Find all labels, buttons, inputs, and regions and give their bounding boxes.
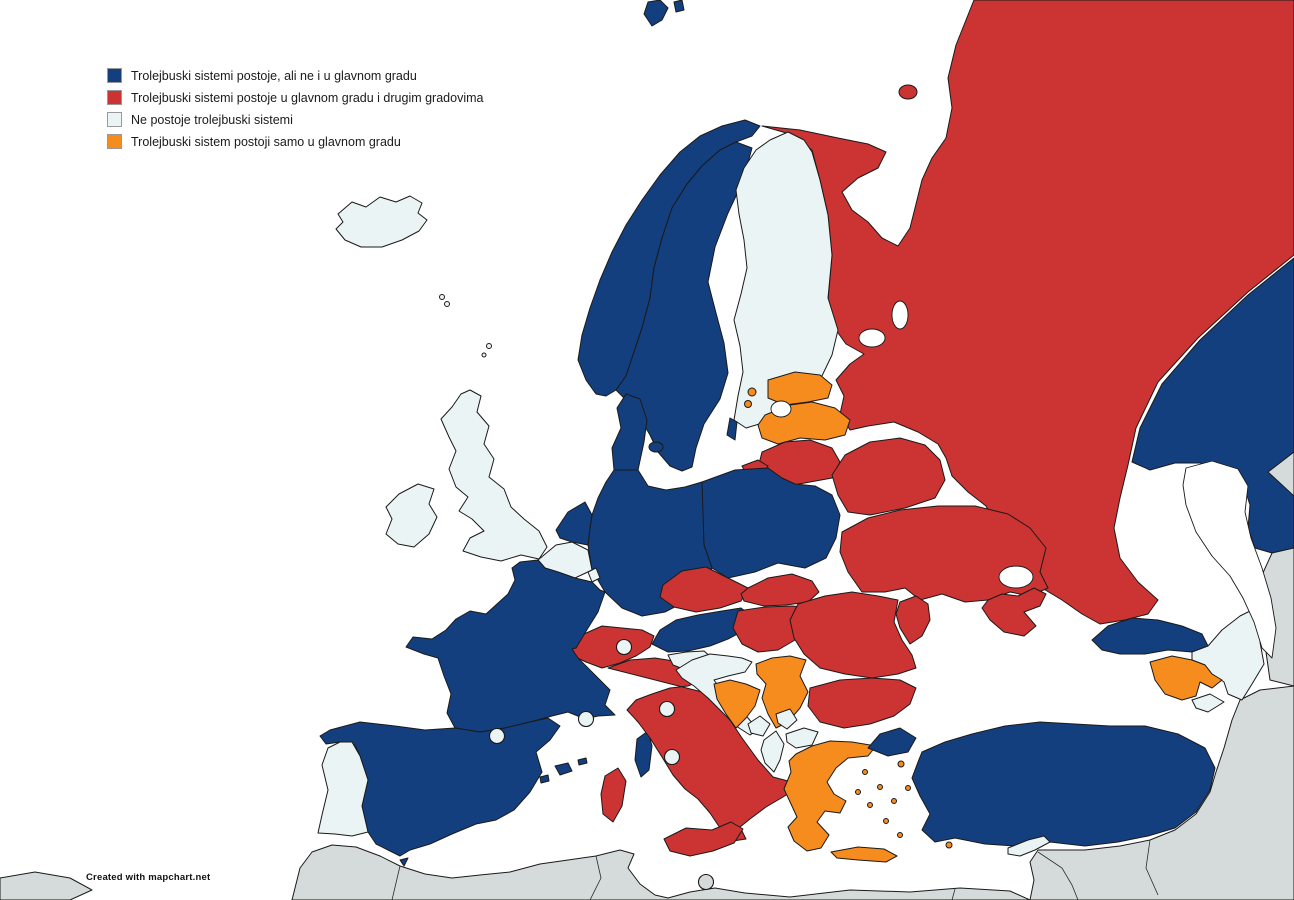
country-north-africa[interactable] [291, 844, 1031, 900]
country-bulgaria[interactable] [807, 677, 917, 729]
attribution: Created with mapchart.net [86, 872, 211, 883]
estonia-islands[interactable] [747, 387, 757, 397]
country-romania[interactable] [789, 591, 917, 679]
country-netherlands[interactable] [555, 501, 593, 546]
country-sardinia[interactable] [600, 767, 627, 823]
microstate-san-marino[interactable] [658, 700, 676, 718]
country-iceland[interactable] [335, 195, 428, 248]
country-luxembourg[interactable] [587, 567, 601, 583]
country-north-macedonia[interactable] [785, 727, 819, 749]
country-albania[interactable] [760, 730, 785, 773]
country-uzbekistan[interactable] [1267, 451, 1294, 497]
region-crimea[interactable] [981, 587, 1047, 637]
caspian-sea [1182, 460, 1277, 659]
country-bosnia[interactable] [713, 679, 761, 729]
country-ukraine[interactable] [839, 505, 1049, 603]
aegean-island[interactable] [877, 784, 883, 790]
map-legend: Trolejbuski sistemi postoje, ali ne i u … [107, 68, 483, 156]
sea-of-azov [998, 565, 1034, 589]
country-kosovo[interactable] [775, 708, 798, 730]
aegean-island[interactable] [883, 818, 889, 824]
aegean-islands [855, 760, 953, 849]
country-switzerland[interactable] [571, 625, 655, 669]
country-portugal[interactable] [317, 741, 369, 837]
aegean-island[interactable] [862, 769, 868, 775]
country-sweden[interactable] [615, 141, 753, 472]
legend-swatch-red [107, 90, 122, 105]
microstate-vatican[interactable] [663, 748, 681, 766]
country-middle-east[interactable] [1029, 685, 1294, 900]
country-czechia[interactable] [659, 566, 749, 613]
country-kazakhstan[interactable] [1131, 257, 1294, 554]
legend-label: Trolejbuski sistemi postoje, ali ne i u … [131, 68, 417, 83]
microstate-malta[interactable] [697, 873, 715, 891]
country-kolguyev-island[interactable] [898, 84, 918, 100]
country-crete[interactable] [830, 846, 898, 863]
aegean-island-rhodes[interactable] [945, 841, 953, 849]
country-danish-islands[interactable] [648, 441, 664, 453]
faroe-islands[interactable] [439, 294, 445, 300]
microstate-monaco[interactable] [577, 710, 595, 728]
gulf-of-riga [770, 400, 792, 418]
legend-swatch-orange [107, 134, 122, 149]
legend-label: Ne postoje trolejbuski sistemi [131, 112, 293, 127]
aegean-island[interactable] [897, 760, 905, 768]
legend-item-exists-capital-other[interactable]: Trolejbuski sistemi postoje u glavnom gr… [107, 90, 483, 105]
country-estonia[interactable] [767, 371, 833, 406]
legend-swatch-blue [107, 68, 122, 83]
legend-label: Trolejbuski sistemi postoje u glavnom gr… [131, 90, 484, 105]
country-russia[interactable] [761, 0, 1294, 625]
shetland-islands2[interactable] [481, 352, 487, 358]
faroe-islands2[interactable] [444, 301, 450, 307]
country-greece[interactable] [783, 740, 877, 852]
country-georgia[interactable] [1091, 617, 1209, 655]
country-united-kingdom[interactable] [440, 389, 548, 562]
country-nakhchivan[interactable] [1191, 693, 1225, 713]
lake-onega [891, 300, 909, 330]
country-moldova[interactable] [895, 595, 931, 645]
legend-item-none[interactable]: Ne postoje trolejbuski sistemi [107, 112, 483, 127]
country-armenia[interactable] [1149, 655, 1223, 701]
aegean-island[interactable] [891, 798, 897, 804]
microstate-andorra[interactable] [488, 727, 506, 745]
aegean-island[interactable] [867, 802, 873, 808]
legend-label: Trolejbuski sistem postoji samo u glavno… [131, 134, 401, 149]
country-cyprus[interactable] [1007, 835, 1051, 857]
shetland-islands[interactable] [486, 343, 492, 349]
estonia-islands2[interactable] [744, 400, 752, 408]
aegean-island[interactable] [855, 789, 861, 795]
country-turkey[interactable] [911, 721, 1216, 847]
country-sicily[interactable] [663, 821, 744, 857]
country-france[interactable] [405, 559, 616, 733]
country-svalbard[interactable] [643, 0, 685, 27]
legend-swatch-white [107, 112, 122, 127]
country-poland[interactable] [699, 467, 841, 579]
mideast-inner-border [1037, 839, 1159, 900]
lake-ladoga [858, 328, 886, 348]
country-belarus[interactable] [831, 437, 946, 516]
legend-item-only-capital[interactable]: Trolejbuski sistem postoji samo u glavno… [107, 134, 483, 149]
legend-item-exists-not-capital[interactable]: Trolejbuski sistemi postoje, ali ne i u … [107, 68, 483, 83]
country-montenegro[interactable] [747, 715, 771, 737]
africa-inner-border [391, 855, 956, 900]
country-corner-land[interactable] [0, 871, 93, 900]
country-ireland[interactable] [385, 483, 438, 548]
country-denmark[interactable] [611, 393, 648, 471]
country-turkey-thrace[interactable] [867, 727, 917, 757]
microstate-liechtenstein[interactable] [615, 638, 633, 656]
aegean-island[interactable] [897, 832, 903, 838]
country-ceuta[interactable] [399, 857, 409, 867]
aegean-island[interactable] [905, 785, 911, 791]
country-balearics[interactable] [539, 757, 588, 784]
